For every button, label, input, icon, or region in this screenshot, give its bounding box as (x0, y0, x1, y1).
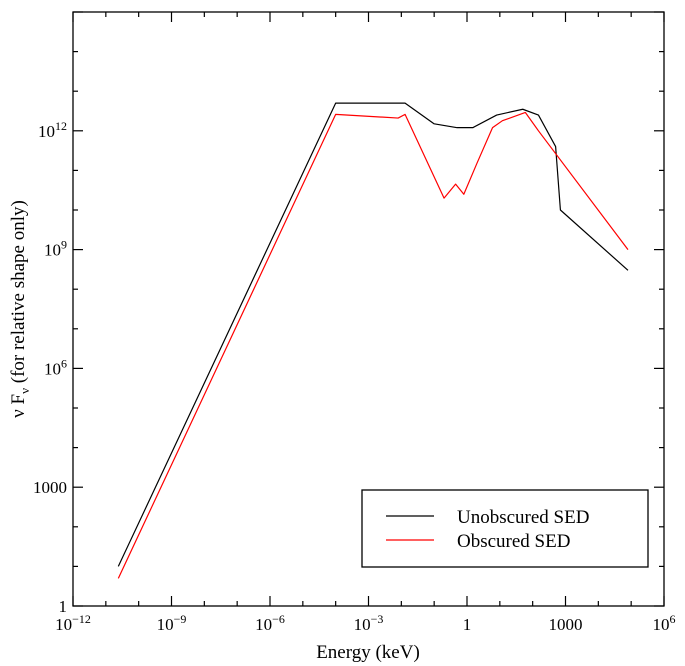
x-tick-label: 10−9 (157, 612, 187, 634)
x-tick-label: 10−12 (55, 612, 91, 634)
y-tick-label: 109 (44, 238, 67, 260)
x-tick-label: 10−6 (255, 612, 285, 634)
x-tick-label: 10−3 (354, 612, 384, 634)
legend-label-obscured: Obscured SED (457, 531, 570, 552)
tick-labels: 10−12 10−9 10−6 10−3 1 1000 106 1 1000 106 109 1012 (33, 119, 676, 634)
legend-label-unobscured: Unobscured SED (457, 507, 589, 528)
y-tick-label: 106 (44, 356, 67, 378)
x-tick-label: 106 (653, 612, 676, 634)
legend: Unobscured SED Obscured SED (361, 489, 649, 568)
legend-box (361, 489, 649, 568)
axis-ticks (72, 11, 665, 607)
x-axis-title: Energy (keV) (316, 642, 420, 663)
x-tick-label: 1000 (549, 615, 583, 634)
y-tick-label: 1 (59, 597, 68, 616)
series-line-obscured (117, 111, 629, 579)
y-axis-title: ν Fν (for relative shape only) (8, 200, 32, 418)
y-tick-label: 1000 (33, 478, 67, 497)
series-lines (117, 102, 629, 579)
series-line-unobscured (117, 102, 629, 567)
y-tick-label: 1012 (38, 119, 67, 141)
x-tick-label: 1 (463, 615, 472, 634)
